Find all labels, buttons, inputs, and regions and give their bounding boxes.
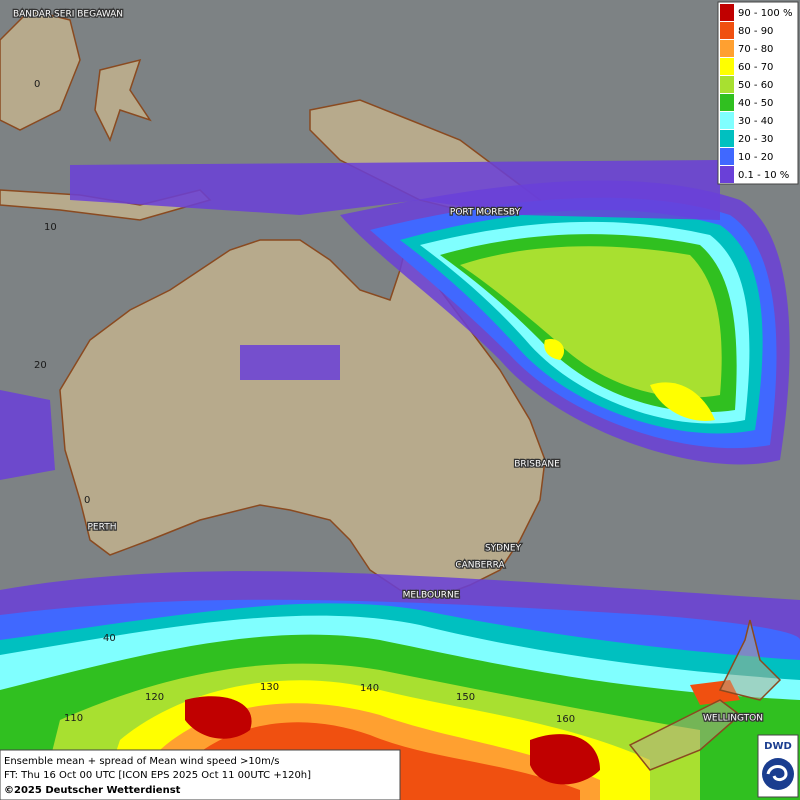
legend: 90 - 100 % 80 - 90 70 - 80 60 - 70 50 - 60 40… (720, 4, 792, 183)
lat-label: 10 (44, 222, 57, 233)
legend-swatch (720, 58, 734, 75)
legend-swatch (720, 40, 734, 57)
place-label: WELLINGTON (703, 714, 763, 724)
logo-swirl (766, 765, 788, 782)
footer-box (0, 749, 401, 800)
lon-label: 160 (556, 714, 575, 725)
lat-label: 0 (84, 495, 90, 506)
lon-label: 120 (145, 692, 164, 703)
legend-label: 0.1 - 10 % (738, 170, 789, 181)
lat-label: 0 (34, 79, 40, 90)
legend-swatch (720, 130, 734, 147)
legend-swatch (720, 112, 734, 129)
probability-area (70, 160, 720, 220)
south-island (628, 699, 742, 771)
place-label: BRISBANE (514, 460, 560, 470)
place-label: PERTH (88, 523, 117, 533)
logo-icon (762, 758, 794, 790)
legend-label: 60 - 70 (738, 62, 773, 73)
logo: DWD (764, 741, 792, 752)
legend-label: 10 - 20 (738, 152, 773, 163)
probability-area (185, 696, 252, 739)
copyright: ©2025 Deutscher Wetterdienst (4, 785, 181, 796)
legend-swatch (720, 22, 734, 39)
place-label: CANBERRA (455, 561, 505, 571)
probability-area (650, 382, 715, 421)
probability-area (544, 339, 565, 360)
australia (59, 228, 546, 601)
lon-label: 40 (103, 633, 116, 644)
probability-area (240, 345, 340, 380)
lon-label: 110 (64, 713, 83, 724)
new-zealand (628, 619, 782, 771)
place-label: MELBOURNE (403, 591, 460, 601)
legend-swatch (720, 148, 734, 165)
legend-label: 50 - 60 (738, 80, 773, 91)
footer-line: Ensemble mean + spread of Mean wind spee… (4, 756, 279, 767)
legend-swatch (720, 76, 734, 93)
legend-swatch (720, 94, 734, 111)
lon-label: 150 (456, 692, 475, 703)
legend-label: 90 - 100 % (738, 8, 792, 19)
footer-line: FT: Thu 16 Oct 00 UTC [ICON EPS 2025 Oct… (4, 770, 311, 781)
north-island (718, 619, 782, 701)
place-label: PORT MORESBY (450, 208, 521, 218)
lon-label: 130 (260, 682, 279, 693)
probability-area (460, 246, 722, 398)
probability-area (530, 734, 600, 785)
legend-swatch (720, 4, 734, 21)
lon-label: 140 (360, 683, 379, 694)
borneo (0, 9, 81, 131)
lat-label: 20 (34, 360, 47, 371)
place-label: SYDNEY (485, 544, 522, 554)
legend-label: 30 - 40 (738, 116, 773, 127)
legend-label: 40 - 50 (738, 98, 773, 109)
labels: BANDAR SERI BEGAWAN PORT MORESBY BRISBANE S… (12, 8, 765, 725)
land (0, 9, 546, 672)
sulawesi (94, 58, 152, 142)
legend-swatch (720, 166, 734, 183)
place-label: BANDAR SERI BEGAWAN (13, 10, 123, 20)
legend-label: 20 - 30 (738, 134, 773, 145)
legend-label: 70 - 80 (738, 44, 773, 55)
probability-area (0, 390, 55, 480)
legend-label: 80 - 90 (738, 26, 773, 37)
